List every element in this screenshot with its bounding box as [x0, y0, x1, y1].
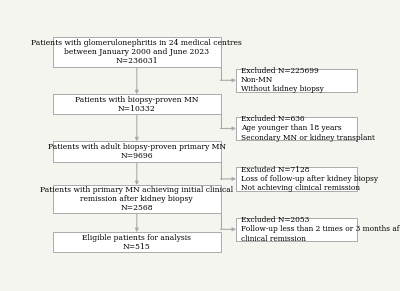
FancyBboxPatch shape: [236, 117, 357, 140]
Text: Excluded N=636
Age younger than 18 years
Secondary MN or kidney transplant: Excluded N=636 Age younger than 18 years…: [241, 115, 374, 142]
Text: Patients with adult biopsy-proven primary MN
N=9696: Patients with adult biopsy-proven primar…: [48, 143, 226, 160]
Text: Excluded N=2053
Follow-up less than 2 times or 3 months after
clinical remission: Excluded N=2053 Follow-up less than 2 ti…: [241, 216, 400, 242]
FancyBboxPatch shape: [53, 37, 220, 68]
FancyBboxPatch shape: [236, 69, 357, 92]
Text: Excluded N=7128
Loss of follow-up after kidney biopsy
Not achieving clinical rem: Excluded N=7128 Loss of follow-up after …: [241, 166, 378, 192]
Text: Patients with biopsy-proven MN
N=10332: Patients with biopsy-proven MN N=10332: [75, 96, 198, 113]
FancyBboxPatch shape: [236, 218, 357, 241]
Text: Patients with primary MN achieving initial clinical
remission after kidney biops: Patients with primary MN achieving initi…: [40, 186, 233, 212]
FancyBboxPatch shape: [53, 94, 220, 114]
FancyBboxPatch shape: [236, 167, 357, 191]
FancyBboxPatch shape: [53, 185, 220, 213]
FancyBboxPatch shape: [53, 232, 220, 252]
Text: Eligible patients for analysis
N=515: Eligible patients for analysis N=515: [82, 234, 191, 251]
Text: Excluded N=225699
Non-MN
Without kidney biopsy: Excluded N=225699 Non-MN Without kidney …: [241, 67, 323, 93]
Text: Patients with glomerulonephritis in 24 medical centres
between January 2000 and : Patients with glomerulonephritis in 24 m…: [31, 39, 242, 65]
FancyBboxPatch shape: [53, 141, 220, 162]
